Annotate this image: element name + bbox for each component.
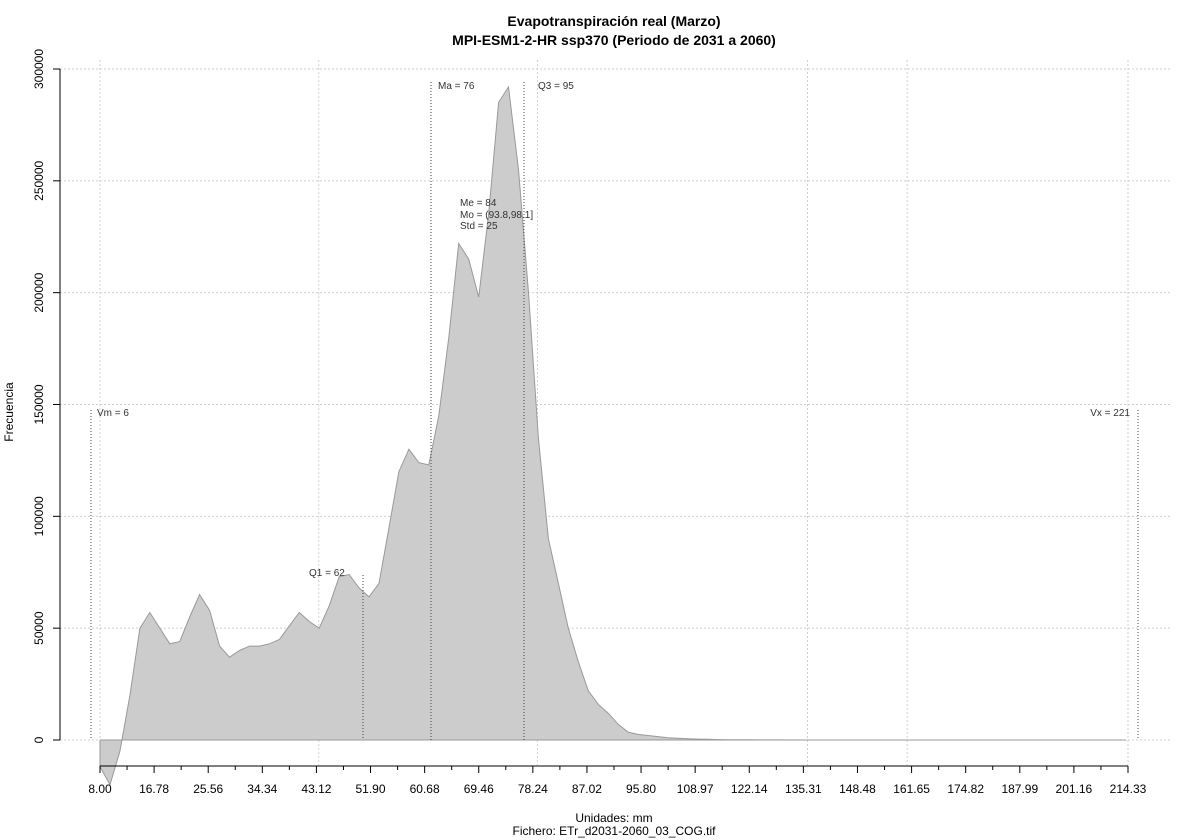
stat-annotation: Me = 84: [460, 198, 497, 209]
stat-annotation: Mo = (93.8,98.1]: [460, 210, 533, 221]
stat-annotation: Std = 25: [460, 221, 498, 232]
x-axis-label: Unidades: mm: [575, 811, 652, 825]
x-tick-label: 8.00: [88, 782, 112, 796]
y-tick-label: 200000: [32, 272, 46, 312]
y-axis-label: Frecuencia: [2, 382, 16, 442]
x-tick-label: 161.65: [893, 782, 930, 796]
x-tick-label: 69.46: [464, 782, 494, 796]
axes: [53, 68, 1129, 773]
stat-lines: [90, 82, 1139, 740]
x-tick-label: 174.82: [947, 782, 984, 796]
stat-annotation: Vm = 6: [97, 408, 129, 419]
y-tick-label: 50000: [32, 611, 46, 645]
x-tick-label: 187.99: [1001, 782, 1038, 796]
x-tick-label: 34.34: [247, 782, 277, 796]
x-tick-label: 78.24: [518, 782, 548, 796]
chart-title: Evapotranspiración real (Marzo): [507, 13, 720, 29]
density-path: [99, 85, 1127, 786]
grid-lines: [60, 60, 1170, 765]
x-tick-label: 51.90: [356, 782, 386, 796]
x-tick-label: 95.80: [626, 782, 656, 796]
x-tick-label: 25.56: [193, 782, 223, 796]
chart-subtitle: MPI-ESM1-2-HR ssp370 (Periodo de 2031 a …: [452, 32, 776, 48]
y-tick-label: 250000: [32, 160, 46, 200]
y-tick-label: 300000: [32, 49, 46, 89]
density-area: [99, 85, 1127, 786]
y-tick-label: 100000: [32, 496, 46, 536]
footer-filename: Fichero: ETr_d2031-2060_03_COG.tif: [513, 824, 717, 838]
x-tick-label: 148.48: [839, 782, 876, 796]
y-tick-label: 0: [32, 736, 46, 743]
x-tick-label: 201.16: [1056, 782, 1093, 796]
x-tick-label: 108.97: [677, 782, 714, 796]
x-tick-label: 135.31: [785, 782, 822, 796]
stat-annotation: Q1 = 62: [309, 568, 345, 579]
x-tick-label: 16.78: [139, 782, 169, 796]
y-tick-label: 150000: [32, 384, 46, 424]
x-tick-label: 60.68: [410, 782, 440, 796]
x-tick-label: 43.12: [301, 782, 331, 796]
x-tick-labels: 8.00 16.78 25.56 34.34 43.12 51.90 60.68 69.46 7…: [88, 782, 1146, 796]
y-tick-labels: 0 50000 100000 150000 200000 250000 300000: [32, 49, 46, 744]
stat-annotation: Q3 = 95: [538, 81, 574, 92]
stat-annotation: Vx = 221: [1090, 408, 1130, 419]
x-tick-label: 122.14: [731, 782, 768, 796]
x-tick-label: 214.33: [1110, 782, 1147, 796]
x-tick-label: 87.02: [572, 782, 602, 796]
stat-annotation: Ma = 76: [438, 81, 475, 92]
